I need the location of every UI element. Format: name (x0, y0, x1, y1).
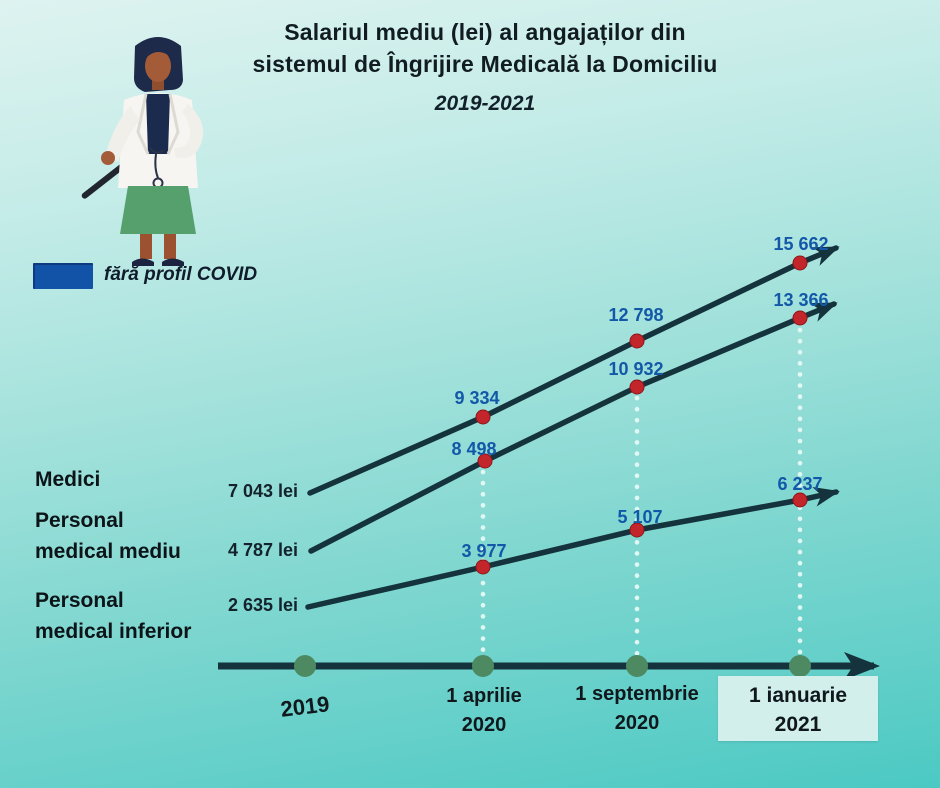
arm-right (174, 104, 204, 159)
axis-dot-septembrie (626, 655, 648, 677)
doctor-illustration (81, 37, 204, 266)
axis-tick-ianuarie-2021: 1 ianuarie 2021 (718, 681, 878, 739)
series-label-line: Personal (35, 589, 124, 612)
series-label-line: medical inferior (35, 620, 192, 643)
shoe-left (132, 258, 154, 266)
lapel-left (136, 93, 150, 155)
series-label-line: medical mediu (35, 540, 181, 563)
start-value-inferior: 2 635 lei (228, 595, 298, 615)
value-mediu-aprilie: 8 498 (451, 439, 496, 459)
series-label-medici: Medici (35, 464, 100, 495)
legend-label: fără profil COVID (104, 264, 258, 285)
value-mediu-septembrie: 10 932 (608, 359, 663, 379)
value-inferior-ianuarie: 6 237 (777, 474, 822, 494)
chart-subtitle: 2019-2021 (434, 92, 536, 115)
axis-tick-label: 2020 (614, 712, 660, 734)
leg-left (140, 234, 152, 259)
axis-tick-label: 1 ianuarie (748, 684, 848, 707)
clipboard-rod-icon (81, 158, 132, 199)
point-mediu-ianuarie (792, 310, 808, 326)
point-inferior-septembrie (629, 522, 645, 538)
series-label-personal-medical-mediu: Personal medical mediu (35, 505, 181, 567)
axis-dot-aprilie (472, 655, 494, 677)
shoe-right (162, 258, 184, 266)
axis-tick-septembrie-2020: 1 septembrie 2020 (564, 680, 710, 738)
legend-swatch (33, 263, 93, 289)
inner-top (146, 94, 170, 154)
point-medici-septembrie (629, 333, 645, 349)
arm-left (106, 106, 140, 162)
point-inferior-ianuarie (792, 492, 808, 508)
lapel-right (166, 93, 180, 155)
axis-dot-ianuarie (789, 655, 811, 677)
title-block: Salariul mediu (lei) al angajaților din … (165, 16, 805, 116)
axis-tick-label: 1 septembrie (575, 683, 699, 705)
skirt (120, 186, 196, 234)
series-label-line: Personal (35, 509, 124, 532)
hand-left (101, 151, 115, 165)
point-inferior-aprilie (475, 559, 491, 575)
point-medici-ianuarie (792, 255, 808, 271)
axis-tick-label: 2021 (774, 713, 822, 736)
point-mediu-septembrie (629, 379, 645, 395)
value-inferior-septembrie: 5 107 (617, 507, 662, 527)
hair-fringe (142, 45, 174, 60)
value-mediu-ianuarie: 13 366 (773, 290, 828, 310)
chart-title-line1: Salariul mediu (lei) al angajaților din (284, 19, 686, 45)
series-label-line: Medici (35, 468, 101, 491)
line-personal-medical-mediu (308, 301, 838, 554)
data-points (475, 255, 808, 575)
axis-dots (294, 655, 811, 677)
axis-tick-highlight-box (718, 676, 878, 741)
face (145, 50, 171, 82)
value-inferior-aprilie: 3 977 (461, 541, 506, 561)
chart-title-line2: sistemul de Îngrijire Medicală la Domici… (252, 51, 718, 77)
start-value-mediu: 4 787 lei (228, 540, 298, 560)
line-medici (307, 245, 840, 496)
point-mediu-aprilie (477, 453, 493, 469)
series-label-personal-medical-inferior: Personal medical inferior (35, 585, 191, 647)
value-medici-ianuarie: 15 662 (773, 234, 828, 254)
axis-dot-2019 (294, 655, 316, 677)
start-value-medici: 7 043 lei (228, 481, 298, 501)
point-medici-aprilie (475, 409, 491, 425)
leg-right (164, 234, 176, 259)
value-medici-aprilie: 9 334 (454, 388, 499, 408)
axis-tick-label: 2020 (461, 714, 507, 736)
axis-tick-label: 1 aprilie (446, 685, 522, 707)
value-medici-septembrie: 12 798 (608, 305, 663, 325)
axis-tick-aprilie-2020: 1 aprilie 2020 (422, 682, 546, 740)
